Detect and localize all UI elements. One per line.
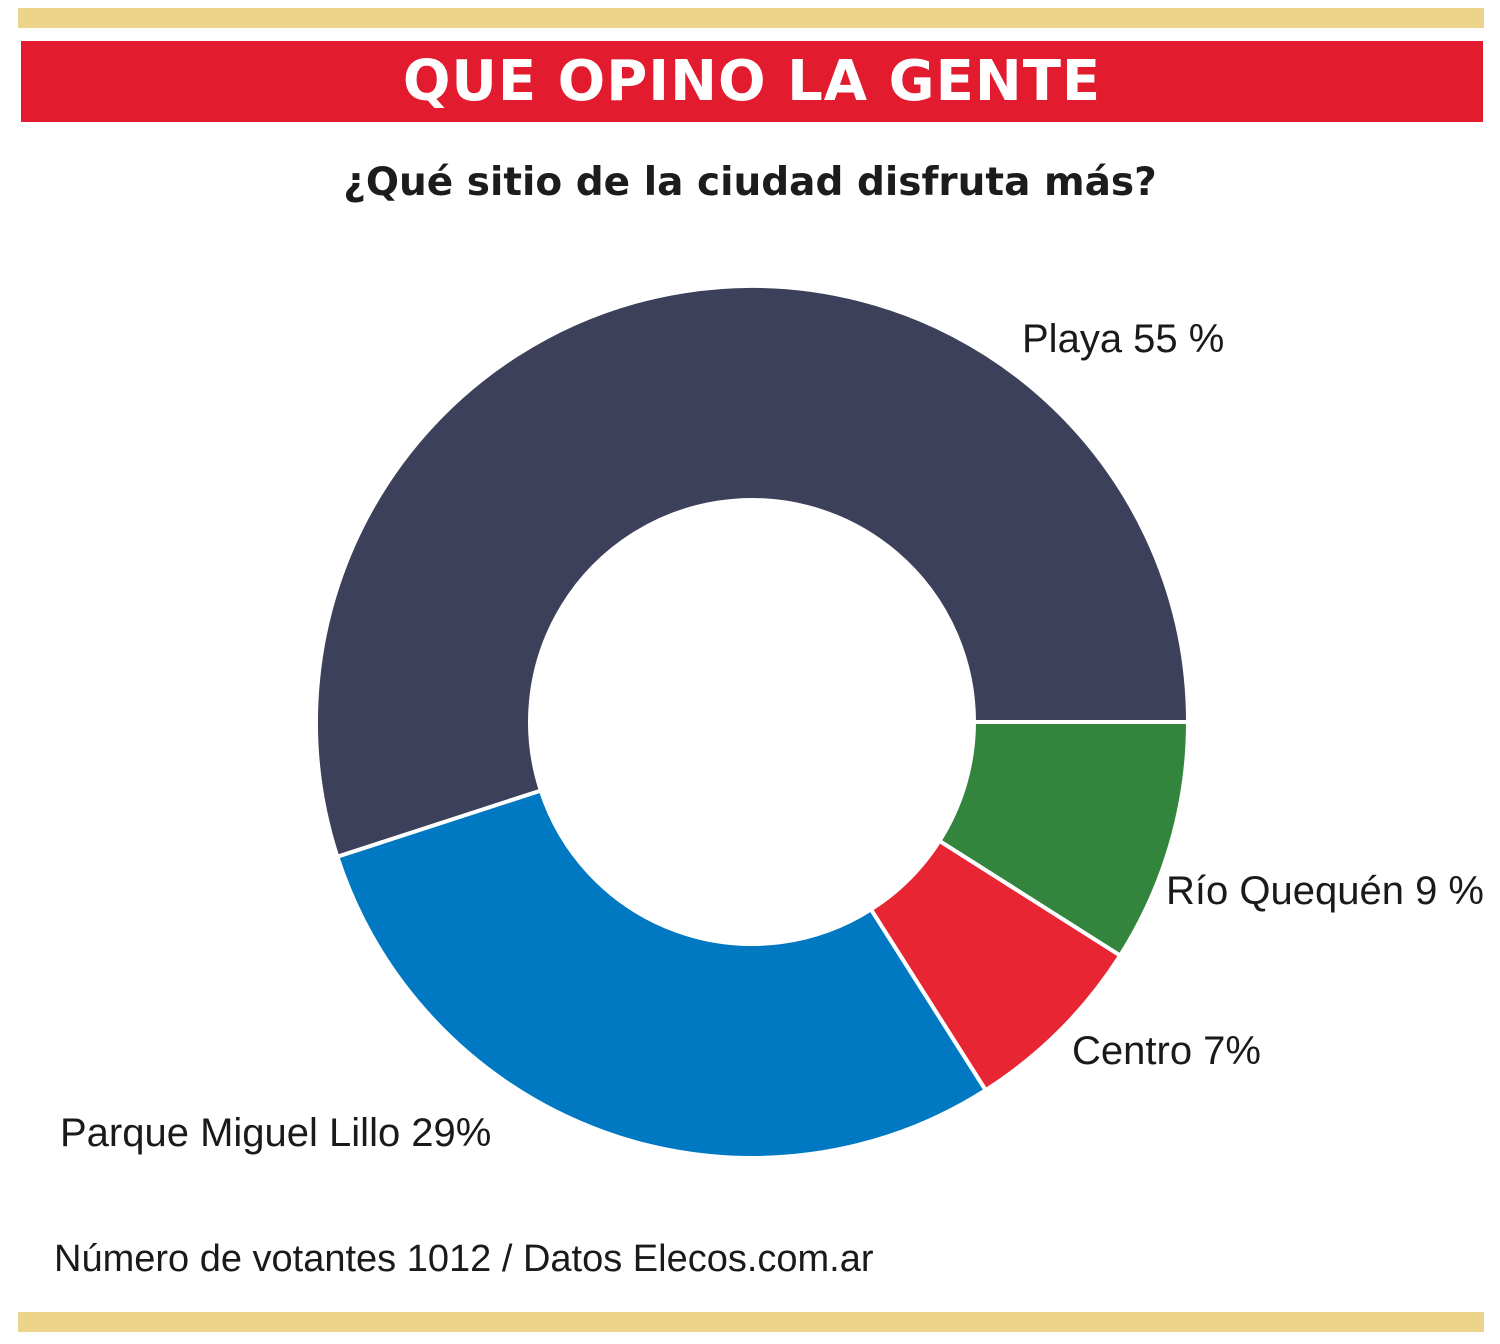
slice-parque-miguel-lillo: [337, 791, 985, 1158]
footer-note: Número de votantes 1012 / Datos Elecos.c…: [54, 1238, 874, 1281]
donut-slices: [316, 286, 1188, 1158]
slice-label-rio-quequen: Río Quequén 9 %: [1166, 869, 1484, 913]
slice-label-centro: Centro 7%: [1072, 1029, 1261, 1073]
slice-label-parque-miguel-lillo: Parque Miguel Lillo 29%: [60, 1111, 491, 1155]
slice-label-playa: Playa 55 %: [1022, 317, 1224, 361]
bottom-rule: [18, 1312, 1484, 1332]
